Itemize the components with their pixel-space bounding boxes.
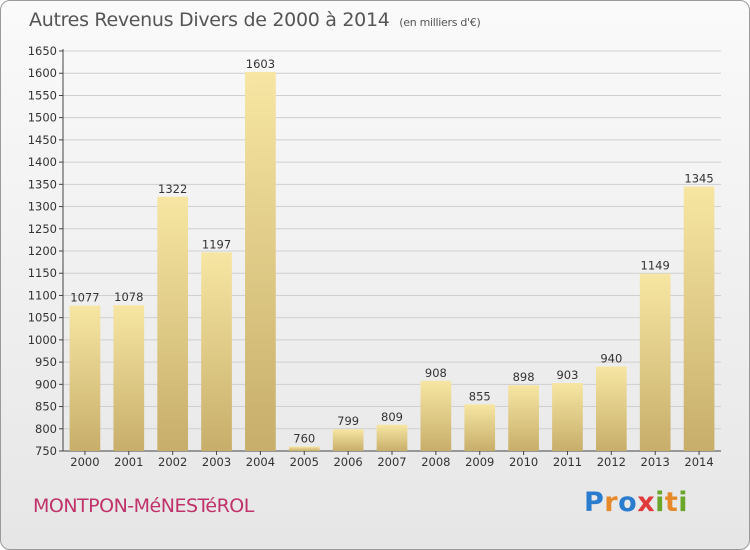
y-tick-label: 950 xyxy=(35,355,57,369)
data-label: 1077 xyxy=(70,291,99,305)
bar-2000 xyxy=(69,305,101,451)
bar-2011 xyxy=(552,383,583,451)
data-label: 1197 xyxy=(202,237,231,251)
y-tick-label: 1600 xyxy=(28,66,57,80)
data-label: 855 xyxy=(469,389,491,403)
x-tick-label: 2000 xyxy=(70,455,99,469)
x-tick-label: 2011 xyxy=(553,455,582,469)
data-label: 898 xyxy=(513,370,535,384)
bar-2014 xyxy=(683,186,715,452)
brand-letter: x xyxy=(637,487,656,518)
data-label: 940 xyxy=(600,352,622,366)
bar-2004 xyxy=(245,71,276,451)
bar-2002 xyxy=(157,196,189,451)
bar-2013 xyxy=(639,273,671,451)
bar-2001 xyxy=(113,305,145,451)
data-label: 1149 xyxy=(641,259,670,273)
labels: 2000 1077 2001 1078 2002 1322 2003 1197 2004 1603… xyxy=(70,57,713,469)
y-tick-label: 1400 xyxy=(28,155,57,169)
y-tick-label: 1000 xyxy=(28,333,57,347)
commune-name: MONTPON-MéNESTéROL xyxy=(33,495,254,517)
data-label: 908 xyxy=(425,366,447,380)
y-tick-label: 1150 xyxy=(28,266,57,280)
data-label: 903 xyxy=(556,368,578,382)
x-tick-label: 2013 xyxy=(641,455,670,469)
bar-2005 xyxy=(288,446,320,451)
bar-2007 xyxy=(376,424,408,451)
x-tick-label: 2003 xyxy=(202,455,231,469)
bar-2010 xyxy=(508,385,539,451)
x-tick-label: 2004 xyxy=(246,455,275,469)
x-tick-label: 2010 xyxy=(509,455,538,469)
y-tick-label: 1450 xyxy=(28,133,57,147)
x-tick-label: 2006 xyxy=(333,455,362,469)
y-tick-label: 1650 xyxy=(28,44,57,58)
brand-letter: P xyxy=(584,487,605,518)
y-tick-label: 900 xyxy=(35,377,57,391)
y-tick-label: 1300 xyxy=(28,200,57,214)
y-tick-label: 1550 xyxy=(28,88,57,102)
y-tick-label: 1350 xyxy=(28,177,57,191)
x-tick-label: 2001 xyxy=(114,455,143,469)
y-tick-label: 1100 xyxy=(28,288,57,302)
x-tick-label: 2009 xyxy=(465,455,494,469)
brand-letter: t xyxy=(664,487,679,518)
brand-letter: o xyxy=(618,487,638,518)
x-tick-label: 2008 xyxy=(421,455,450,469)
data-label: 760 xyxy=(293,432,315,446)
bar-2012 xyxy=(595,366,627,451)
data-label: 809 xyxy=(381,410,403,424)
x-tick-label: 2002 xyxy=(158,455,187,469)
y-tick-label: 1050 xyxy=(28,311,57,325)
y-tick-label: 1250 xyxy=(28,222,57,236)
x-tick-label: 2005 xyxy=(290,455,319,469)
proxiti-logo: Proxiti xyxy=(584,487,688,518)
y-tick-label: 850 xyxy=(35,400,57,414)
data-label: 1078 xyxy=(114,290,143,304)
brand-letter: i xyxy=(655,487,665,518)
x-tick-label: 2014 xyxy=(684,455,713,469)
data-label: 1345 xyxy=(684,172,713,186)
bar-2009 xyxy=(464,404,496,451)
y-tick-label: 750 xyxy=(35,444,57,458)
chart-subtitle: (en milliers d'€) xyxy=(399,16,481,29)
x-tick-label: 2007 xyxy=(377,455,406,469)
y-tick-label: 1200 xyxy=(28,244,57,258)
data-label: 799 xyxy=(337,414,359,428)
data-label: 1603 xyxy=(246,57,275,71)
brand-letter: i xyxy=(678,487,689,518)
data-label: 1322 xyxy=(158,182,187,196)
y-tick-label: 800 xyxy=(35,422,57,436)
y-tick-label: 1500 xyxy=(28,111,57,125)
x-tick-label: 2012 xyxy=(597,455,626,469)
bar-2008 xyxy=(420,380,452,451)
chart-title-text: Autres Revenus Divers de 2000 à 2014 xyxy=(29,9,390,31)
bars xyxy=(69,71,715,452)
brand-letter: r xyxy=(604,487,619,518)
bar-2006 xyxy=(332,429,364,451)
bar-2003 xyxy=(201,252,232,451)
chart-title: Autres Revenus Divers de 2000 à 2014 (en… xyxy=(29,9,481,31)
